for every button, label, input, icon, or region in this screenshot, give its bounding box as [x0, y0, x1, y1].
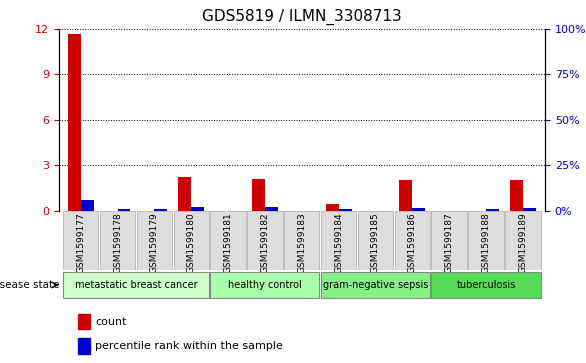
FancyBboxPatch shape: [173, 211, 209, 270]
Bar: [339, 209, 352, 211]
FancyBboxPatch shape: [358, 211, 393, 270]
Text: GSM1599177: GSM1599177: [76, 212, 85, 273]
Bar: [191, 207, 204, 211]
Bar: [81, 200, 94, 211]
FancyBboxPatch shape: [431, 211, 467, 270]
Text: GSM1599188: GSM1599188: [482, 212, 490, 273]
Text: percentile rank within the sample: percentile rank within the sample: [95, 341, 283, 351]
FancyBboxPatch shape: [137, 211, 172, 270]
Text: GSM1599185: GSM1599185: [371, 212, 380, 273]
FancyBboxPatch shape: [63, 211, 98, 270]
FancyBboxPatch shape: [210, 211, 246, 270]
Bar: [510, 180, 523, 211]
FancyBboxPatch shape: [394, 211, 430, 270]
Text: disease state: disease state: [0, 280, 59, 290]
Text: GSM1599182: GSM1599182: [260, 212, 270, 273]
FancyBboxPatch shape: [468, 211, 504, 270]
Text: count: count: [95, 317, 127, 327]
Bar: [486, 209, 499, 211]
Text: GSM1599180: GSM1599180: [187, 212, 196, 273]
FancyBboxPatch shape: [63, 272, 209, 298]
FancyBboxPatch shape: [210, 272, 319, 298]
Bar: [78, 338, 90, 354]
Bar: [118, 209, 131, 211]
Bar: [78, 314, 90, 329]
Bar: [265, 207, 278, 211]
Bar: [178, 177, 191, 211]
Title: GDS5819 / ILMN_3308713: GDS5819 / ILMN_3308713: [202, 9, 401, 25]
Bar: [68, 34, 81, 211]
Text: GSM1599181: GSM1599181: [224, 212, 233, 273]
FancyBboxPatch shape: [247, 211, 282, 270]
Text: healthy control: healthy control: [228, 280, 302, 290]
FancyBboxPatch shape: [321, 211, 356, 270]
Text: GSM1599186: GSM1599186: [408, 212, 417, 273]
Text: metastatic breast cancer: metastatic breast cancer: [74, 280, 197, 290]
Text: GSM1599179: GSM1599179: [150, 212, 159, 273]
FancyBboxPatch shape: [321, 272, 430, 298]
Bar: [523, 208, 536, 211]
Bar: [413, 208, 425, 211]
Bar: [154, 209, 167, 211]
FancyBboxPatch shape: [100, 211, 135, 270]
Text: GSM1599187: GSM1599187: [445, 212, 454, 273]
Bar: [326, 204, 339, 211]
Text: tuberculosis: tuberculosis: [456, 280, 516, 290]
Text: GSM1599189: GSM1599189: [519, 212, 527, 273]
Text: GSM1599183: GSM1599183: [297, 212, 306, 273]
FancyBboxPatch shape: [431, 272, 540, 298]
Bar: [400, 180, 413, 211]
Text: gram-negative sepsis: gram-negative sepsis: [323, 280, 428, 290]
FancyBboxPatch shape: [505, 211, 540, 270]
Bar: [252, 179, 265, 211]
Text: GSM1599178: GSM1599178: [113, 212, 122, 273]
Text: GSM1599184: GSM1599184: [334, 212, 343, 273]
FancyBboxPatch shape: [284, 211, 319, 270]
